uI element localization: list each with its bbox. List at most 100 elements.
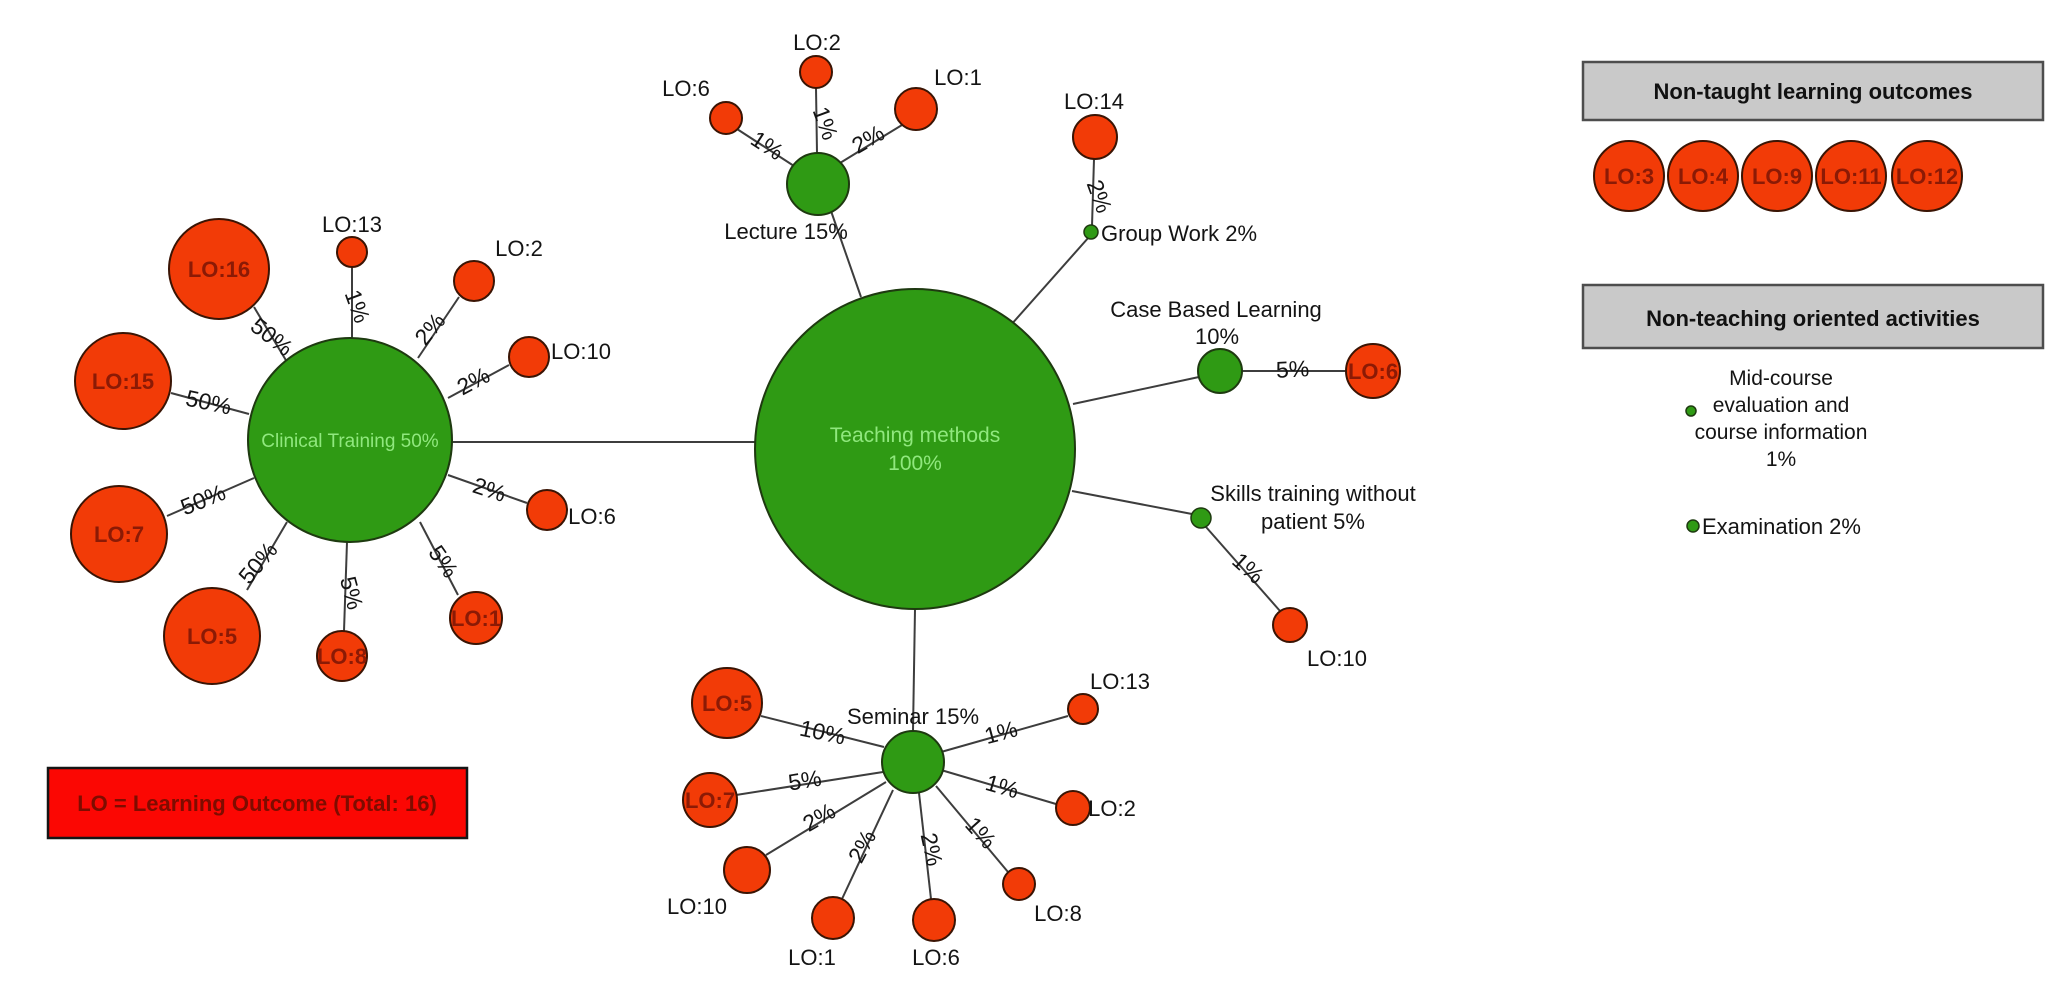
non-taught-header-box	[1581, 60, 2045, 122]
clinical-lo6-label: LO:6	[568, 504, 616, 529]
node-clinical-lo2	[453, 260, 495, 302]
clinical-lo10-label: LO:10	[551, 339, 611, 364]
edge-clinical-lo15	[170, 392, 250, 415]
seminar-lo10-label: LO:10	[667, 894, 727, 919]
skills-label-line1: Skills training without	[1210, 481, 1415, 506]
pct-seminar-lo6: 2%	[916, 830, 948, 868]
pct-seminar-lo5: 10%	[797, 715, 847, 750]
edge-teaching-groupwork	[1009, 236, 1090, 327]
node-casebased-lo6	[1345, 343, 1401, 399]
edge-teaching-casebased	[1072, 376, 1200, 405]
nontaught-lo12-label: LO:12	[1896, 164, 1958, 189]
node-lecture	[786, 152, 850, 216]
edge-clinical-lo5	[246, 521, 288, 591]
case-based-label: Case Based Learning	[1110, 297, 1322, 322]
non-taught-title: Non-taught learning outcomes	[1654, 79, 1973, 104]
node-seminar	[881, 730, 945, 794]
node-nontaught-lo9	[1741, 140, 1813, 212]
pct-clinical-lo7: 50%	[177, 479, 229, 520]
node-nontaught-lo4	[1667, 140, 1739, 212]
node-clinical-lo5	[163, 587, 261, 685]
nontaught-lo11-label: LO:11	[1820, 164, 1881, 189]
seminar-label: Seminar 15%	[847, 704, 979, 729]
casebased-lo6-label: LO:6	[1348, 359, 1398, 384]
node-seminar-lo7	[682, 772, 738, 828]
node-lecture-lo2	[799, 55, 833, 89]
pct-clinical-lo1: 5%	[423, 540, 463, 582]
edge-clinical-lo6	[447, 474, 528, 504]
seminar-lo13-label: LO:13	[1090, 669, 1150, 694]
node-teaching-methods	[754, 288, 1076, 610]
clinical-lo2-label: LO:2	[495, 236, 543, 261]
edge-clinical-lo1	[419, 521, 459, 596]
edge-lecture-lo1	[839, 124, 903, 164]
node-case-based-learning	[1197, 348, 1243, 394]
node-clinical-lo6	[526, 489, 568, 531]
edge-teaching-seminar	[912, 608, 916, 732]
pct-clinical-lo13: 1%	[340, 286, 376, 326]
clinical-lo16-label: LO:16	[188, 257, 250, 282]
pct-clinical-lo5: 50%	[233, 537, 283, 589]
node-seminar-lo6	[912, 898, 956, 942]
pct-lecture-lo1: 2%	[847, 120, 889, 159]
panel-non-taught: Non-taught learning outcomes LO:3 LO:4 L…	[1581, 60, 2045, 212]
edge-clinical-lo8	[343, 541, 348, 632]
edge-clinical-lo2	[417, 296, 460, 359]
node-clinical-lo8	[316, 630, 368, 682]
clinical-lo5-label: LO:5	[187, 624, 237, 649]
pct-clinical-lo15: 50%	[183, 385, 233, 420]
non-teaching-title: Non-teaching oriented activities	[1646, 306, 1980, 331]
pct-clinical-lo10: 2%	[452, 362, 494, 401]
edge-seminar-lo10	[765, 781, 887, 856]
mid-course-dot	[1685, 405, 1697, 417]
pct-casebased-lo6: 5%	[1275, 355, 1310, 383]
examination-label: Examination 2%	[1702, 514, 1861, 539]
node-lecture-lo6	[709, 101, 743, 135]
teaching-methods-pct: 100%	[888, 452, 942, 475]
edge-seminar-lo7	[735, 771, 884, 796]
pct-seminar-lo7: 5%	[786, 765, 823, 796]
node-seminar-lo13	[1067, 693, 1099, 725]
edge-lecture-lo6	[736, 128, 795, 167]
mid-course-line1: Mid-course	[1729, 367, 1833, 390]
legend-box	[46, 766, 469, 840]
nontaught-lo4-label: LO:4	[1678, 164, 1729, 189]
legend-label: LO = Learning Outcome (Total: 16)	[77, 791, 437, 816]
pct-clinical-lo8: 5%	[335, 574, 369, 613]
case-based-pct: 10%	[1195, 324, 1239, 349]
examination-dot	[1686, 519, 1700, 533]
edge-seminar-lo6	[918, 792, 932, 900]
clinical-training-label: Clinical Training 50%	[261, 431, 439, 452]
pct-clinical-lo6: 2%	[470, 472, 510, 507]
seminar-lo5-label: LO:5	[702, 691, 752, 716]
node-group-work	[1083, 224, 1099, 240]
clinical-lo8-label: LO:8	[317, 644, 367, 669]
lecture-lo1-label: LO:1	[934, 65, 982, 90]
node-clinical-lo15	[74, 332, 172, 430]
node-clinical-lo7	[70, 485, 168, 583]
edges	[166, 87, 1346, 900]
edge-clinical-lo7	[166, 477, 255, 517]
lecture-lo2-label: LO:2	[793, 30, 841, 55]
edge-seminar-lo8	[935, 785, 1009, 873]
lecture-label: Lecture 15%	[724, 219, 848, 244]
group-work-label: Group Work 2%	[1101, 221, 1257, 246]
mid-course-line4: 1%	[1766, 448, 1796, 471]
pct-lecture-lo2: 1%	[808, 103, 844, 143]
pct-seminar-lo1: 2%	[843, 825, 882, 867]
edge-lecture-lo2	[815, 87, 818, 154]
seminar-lo8-label: LO:8	[1034, 901, 1082, 926]
node-seminar-lo5	[691, 667, 763, 739]
nontaught-lo3-label: LO:3	[1604, 164, 1654, 189]
nontaught-lo9-label: LO:9	[1752, 164, 1802, 189]
pct-groupwork-lo14: 2%	[1082, 176, 1118, 216]
pct-skills-lo10: 1%	[1227, 547, 1269, 589]
pct-seminar-lo13: 1%	[982, 715, 1021, 749]
node-clinical-training	[247, 337, 453, 543]
edge-seminar-lo2	[940, 769, 1057, 805]
edge-clinical-lo16	[253, 306, 288, 363]
node-seminar-lo8	[1002, 867, 1036, 901]
edge-seminar-lo1	[841, 789, 894, 900]
edge-teaching-lecture	[830, 210, 862, 298]
